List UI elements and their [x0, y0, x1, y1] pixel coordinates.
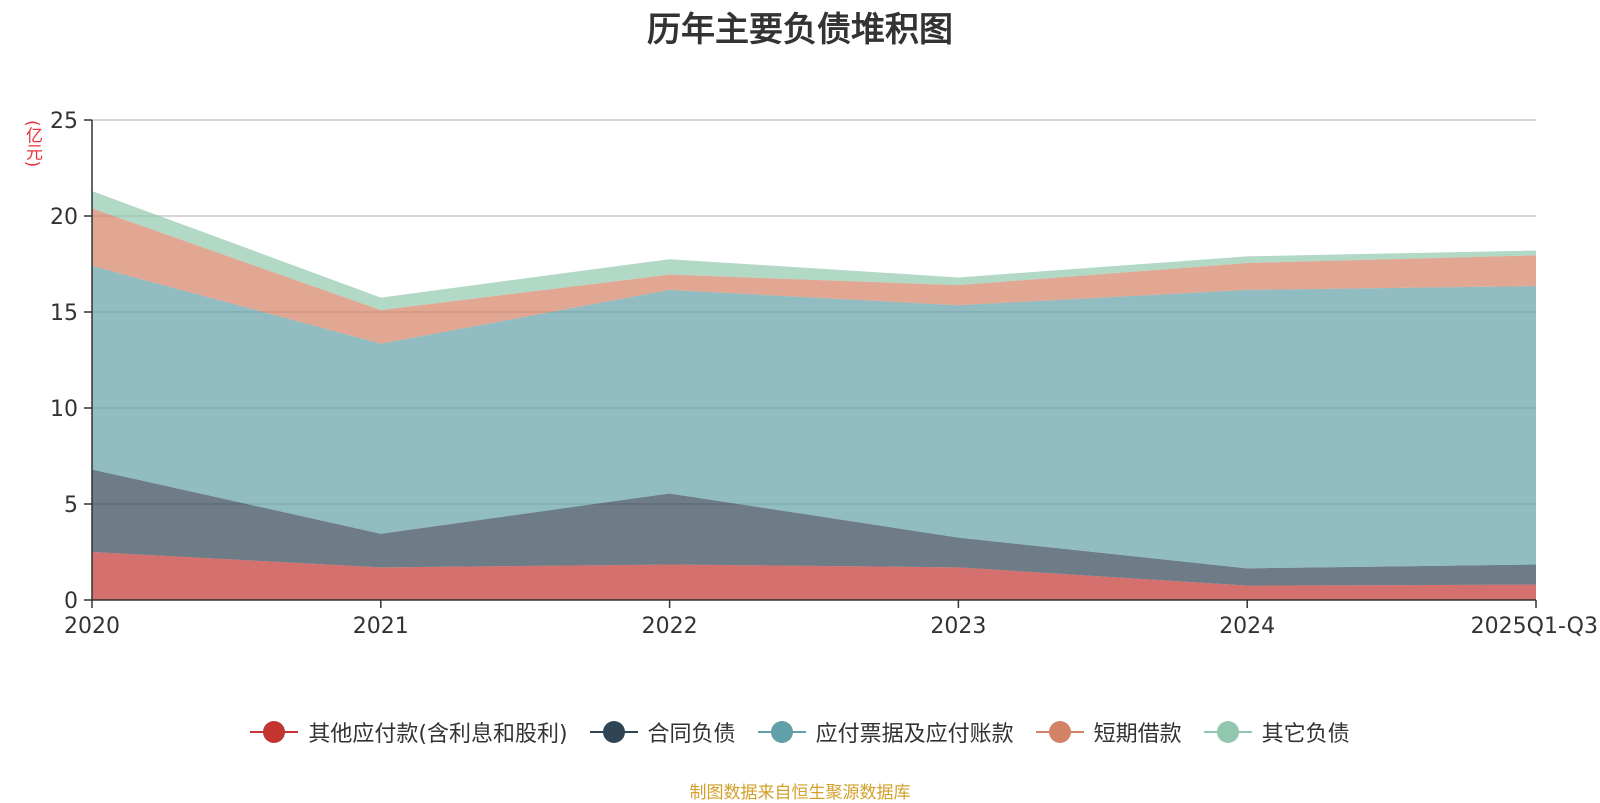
- legend-label: 短期借款: [1093, 722, 1182, 747]
- chart-title: 历年主要负债堆积图: [647, 10, 953, 50]
- y-tick-label: 10: [50, 397, 78, 422]
- legend-marker: [1035, 720, 1084, 744]
- legend-label: 应付票据及应付账款: [815, 722, 1014, 747]
- data-source-note: 制图数据来自恒生聚源数据库: [689, 783, 911, 803]
- area-series-2: [92, 469, 1536, 586]
- y-tick-label: 0: [64, 589, 78, 614]
- legend-label: 其它负债: [1261, 722, 1350, 747]
- chart-legend: 其他应付款(含利息和股利) 合同负债 应付票据及应付账款 短期借款 其它负债: [0, 716, 1600, 748]
- legend-label: 其他应付款(含利息和股利): [308, 722, 568, 747]
- legend-item[interactable]: 其他应付款(含利息和股利): [250, 716, 568, 748]
- y-tick-label: 25: [50, 109, 78, 134]
- legend-item[interactable]: 其它负债: [1203, 716, 1350, 748]
- area-series-1: [92, 552, 1536, 600]
- x-tick-label: 2022: [642, 614, 698, 639]
- legend-marker: [589, 720, 638, 744]
- y-tick-label: 5: [64, 493, 78, 518]
- x-tick-label: 2024: [1219, 614, 1275, 639]
- stacked-area-chart: 0 5 10 15 20 25 2020 2021 2022 2023 2024 2025Q1-Q3: [50, 109, 1598, 639]
- legend-item[interactable]: 短期借款: [1035, 716, 1182, 748]
- area-series-4: [92, 208, 1536, 344]
- x-tick-label: 2025Q1-Q3: [1471, 614, 1598, 639]
- legend-marker: [250, 720, 299, 744]
- x-tick-label: 2021: [353, 614, 409, 639]
- area-series-3: [92, 265, 1536, 569]
- legend-label: 合同负债: [647, 722, 736, 747]
- legend-marker: [757, 720, 806, 744]
- x-tick-label: 2020: [64, 614, 120, 639]
- y-tick-label: 20: [50, 205, 78, 230]
- y-tick-label: 15: [50, 301, 78, 326]
- x-tick-label: 2023: [930, 614, 986, 639]
- legend-item[interactable]: 合同负债: [589, 716, 736, 748]
- y-axis-unit-label: (亿元): [22, 120, 42, 168]
- legend-item[interactable]: 应付票据及应付账款: [757, 716, 1014, 748]
- legend-marker: [1203, 720, 1252, 744]
